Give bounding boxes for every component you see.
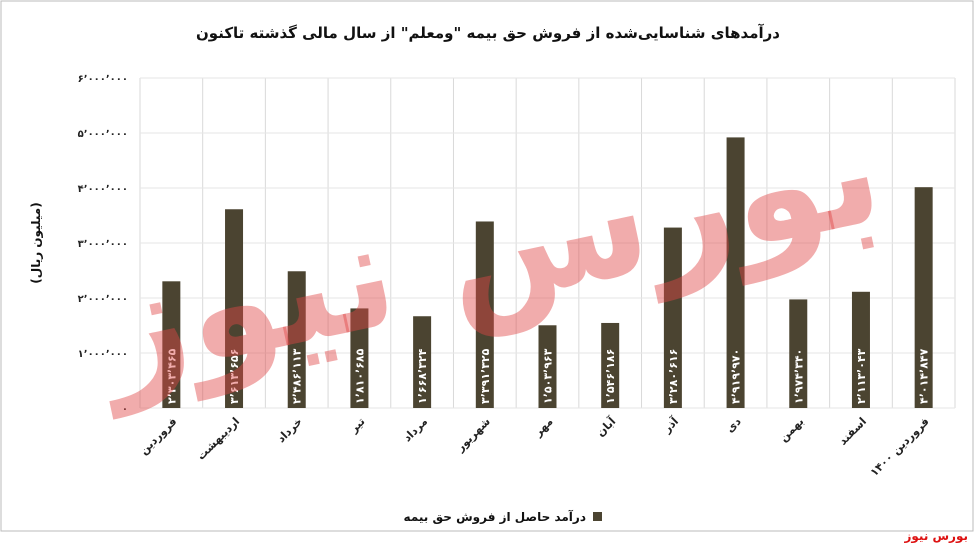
y-axis-label: (میلیون ریال): [29, 202, 44, 283]
legend-label: درآمد حاصل از فروش حق بیمه: [404, 509, 586, 525]
value-label: ۱٬۶۶۸٬۳۲۴: [416, 348, 429, 404]
value-label: ۱٬۵۴۶٬۱۸۶: [604, 349, 617, 404]
bar: [601, 322, 620, 408]
bar: [475, 221, 494, 408]
bar: [225, 209, 244, 408]
value-label: ۲٬۴۸۶٬۱۱۳: [291, 348, 304, 404]
bar: [413, 316, 432, 408]
source: بورس نیوز: [903, 529, 968, 544]
bar: [287, 271, 306, 408]
bar: [914, 187, 933, 408]
value-label: ۲٬۳۰۳٬۴۶۵: [165, 348, 178, 404]
value-label: ۳٬۶۱۳٬۶۵۶: [228, 349, 241, 404]
chart-title: درآمدهای شناسایی‌شده از فروش حق بیمه "وم…: [196, 24, 780, 42]
value-label: ۱٬۵۰۳٬۹۶۳: [542, 348, 555, 404]
value-label: ۳٬۲۸۰٬۶۱۶: [667, 349, 680, 404]
bar: [350, 308, 369, 408]
value-label: ۲٬۱۱۳٬۰۴۳: [855, 348, 868, 404]
bar: [162, 281, 181, 408]
y-tick-label: ۲٬۰۰۰٬۰۰۰: [78, 294, 128, 305]
value-label: ۴٬۹۱۹٬۹۷۰: [730, 349, 743, 404]
value-label: ۱٬۹۷۴٬۳۴۰: [792, 349, 805, 404]
bar: [726, 137, 745, 408]
bar: [789, 299, 808, 408]
value-label: ۱٬۸۱۰٬۶۸۵: [353, 348, 366, 404]
y-tick-label: ۱٬۰۰۰٬۰۰۰: [78, 349, 128, 360]
bar: [851, 291, 870, 408]
bar: [538, 325, 557, 408]
y-tick-label: ۵٬۰۰۰٬۰۰۰: [78, 129, 128, 140]
y-tick-label: ۰: [122, 404, 128, 415]
y-tick-label: ۳٬۰۰۰٬۰۰۰: [78, 239, 128, 250]
y-tick-label: ۶٬۰۰۰٬۰۰۰: [78, 74, 128, 85]
y-tick-label: ۴٬۰۰۰٬۰۰۰: [78, 184, 128, 195]
value-label: ۴٬۰۱۴٬۸۴۷: [918, 348, 931, 404]
legend-swatch: [593, 512, 602, 521]
bar: [663, 227, 682, 408]
value-label: ۳٬۳۹۱٬۳۲۵: [479, 348, 492, 404]
